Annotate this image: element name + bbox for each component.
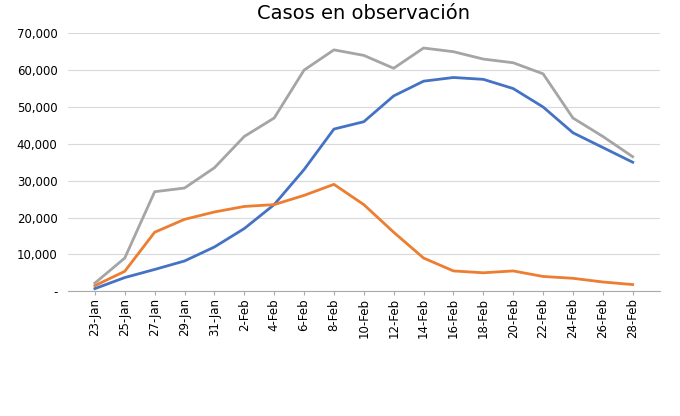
- Title: Casos en observación: Casos en observación: [257, 5, 471, 23]
- Total: [150, 189, 158, 194]
- Total: [210, 165, 218, 170]
- Sospecha: [420, 255, 428, 260]
- Total: [91, 281, 99, 286]
- Confirmados (tratamiento): [270, 202, 278, 207]
- Total: [509, 60, 517, 65]
- Total: [449, 49, 458, 54]
- Confirmados (tratamiento): [180, 258, 188, 263]
- Sospecha: [509, 268, 517, 273]
- Total: [628, 154, 636, 159]
- Total: [120, 255, 129, 260]
- Confirmados (tratamiento): [330, 126, 338, 131]
- Sospecha: [300, 193, 308, 198]
- Total: [569, 116, 577, 121]
- Total: [240, 134, 248, 139]
- Sospecha: [180, 217, 188, 222]
- Sospecha: [599, 280, 607, 285]
- Confirmados (tratamiento): [300, 167, 308, 172]
- Sospecha: [628, 282, 636, 287]
- Total: [599, 134, 607, 139]
- Total: [330, 47, 338, 52]
- Total: [420, 45, 428, 50]
- Sospecha: [449, 268, 458, 273]
- Sospecha: [210, 210, 218, 215]
- Confirmados (tratamiento): [479, 77, 488, 82]
- Sospecha: [479, 270, 488, 275]
- Confirmados (tratamiento): [449, 75, 458, 80]
- Confirmados (tratamiento): [569, 130, 577, 135]
- Confirmados (tratamiento): [599, 145, 607, 150]
- Total: [479, 57, 488, 62]
- Line: Sospecha: Sospecha: [95, 184, 632, 286]
- Confirmados (tratamiento): [420, 79, 428, 84]
- Sospecha: [390, 230, 398, 235]
- Total: [390, 66, 398, 71]
- Confirmados (tratamiento): [360, 119, 368, 124]
- Confirmados (tratamiento): [509, 86, 517, 91]
- Sospecha: [270, 202, 278, 207]
- Sospecha: [360, 202, 368, 207]
- Total: [300, 68, 308, 73]
- Sospecha: [330, 182, 338, 187]
- Confirmados (tratamiento): [390, 94, 398, 99]
- Confirmados (tratamiento): [240, 226, 248, 231]
- Total: [360, 53, 368, 58]
- Sospecha: [569, 276, 577, 281]
- Total: [180, 186, 188, 191]
- Total: [539, 71, 547, 76]
- Confirmados (tratamiento): [628, 160, 636, 165]
- Confirmados (tratamiento): [539, 104, 547, 109]
- Sospecha: [150, 230, 158, 235]
- Confirmados (tratamiento): [150, 267, 158, 272]
- Sospecha: [91, 283, 99, 288]
- Sospecha: [240, 204, 248, 209]
- Confirmados (tratamiento): [120, 275, 129, 280]
- Line: Total: Total: [95, 48, 632, 283]
- Confirmados (tratamiento): [210, 245, 218, 250]
- Sospecha: [539, 274, 547, 279]
- Line: Confirmados (tratamiento): Confirmados (tratamiento): [95, 77, 632, 289]
- Total: [270, 116, 278, 121]
- Confirmados (tratamiento): [91, 286, 99, 291]
- Sospecha: [120, 269, 129, 274]
